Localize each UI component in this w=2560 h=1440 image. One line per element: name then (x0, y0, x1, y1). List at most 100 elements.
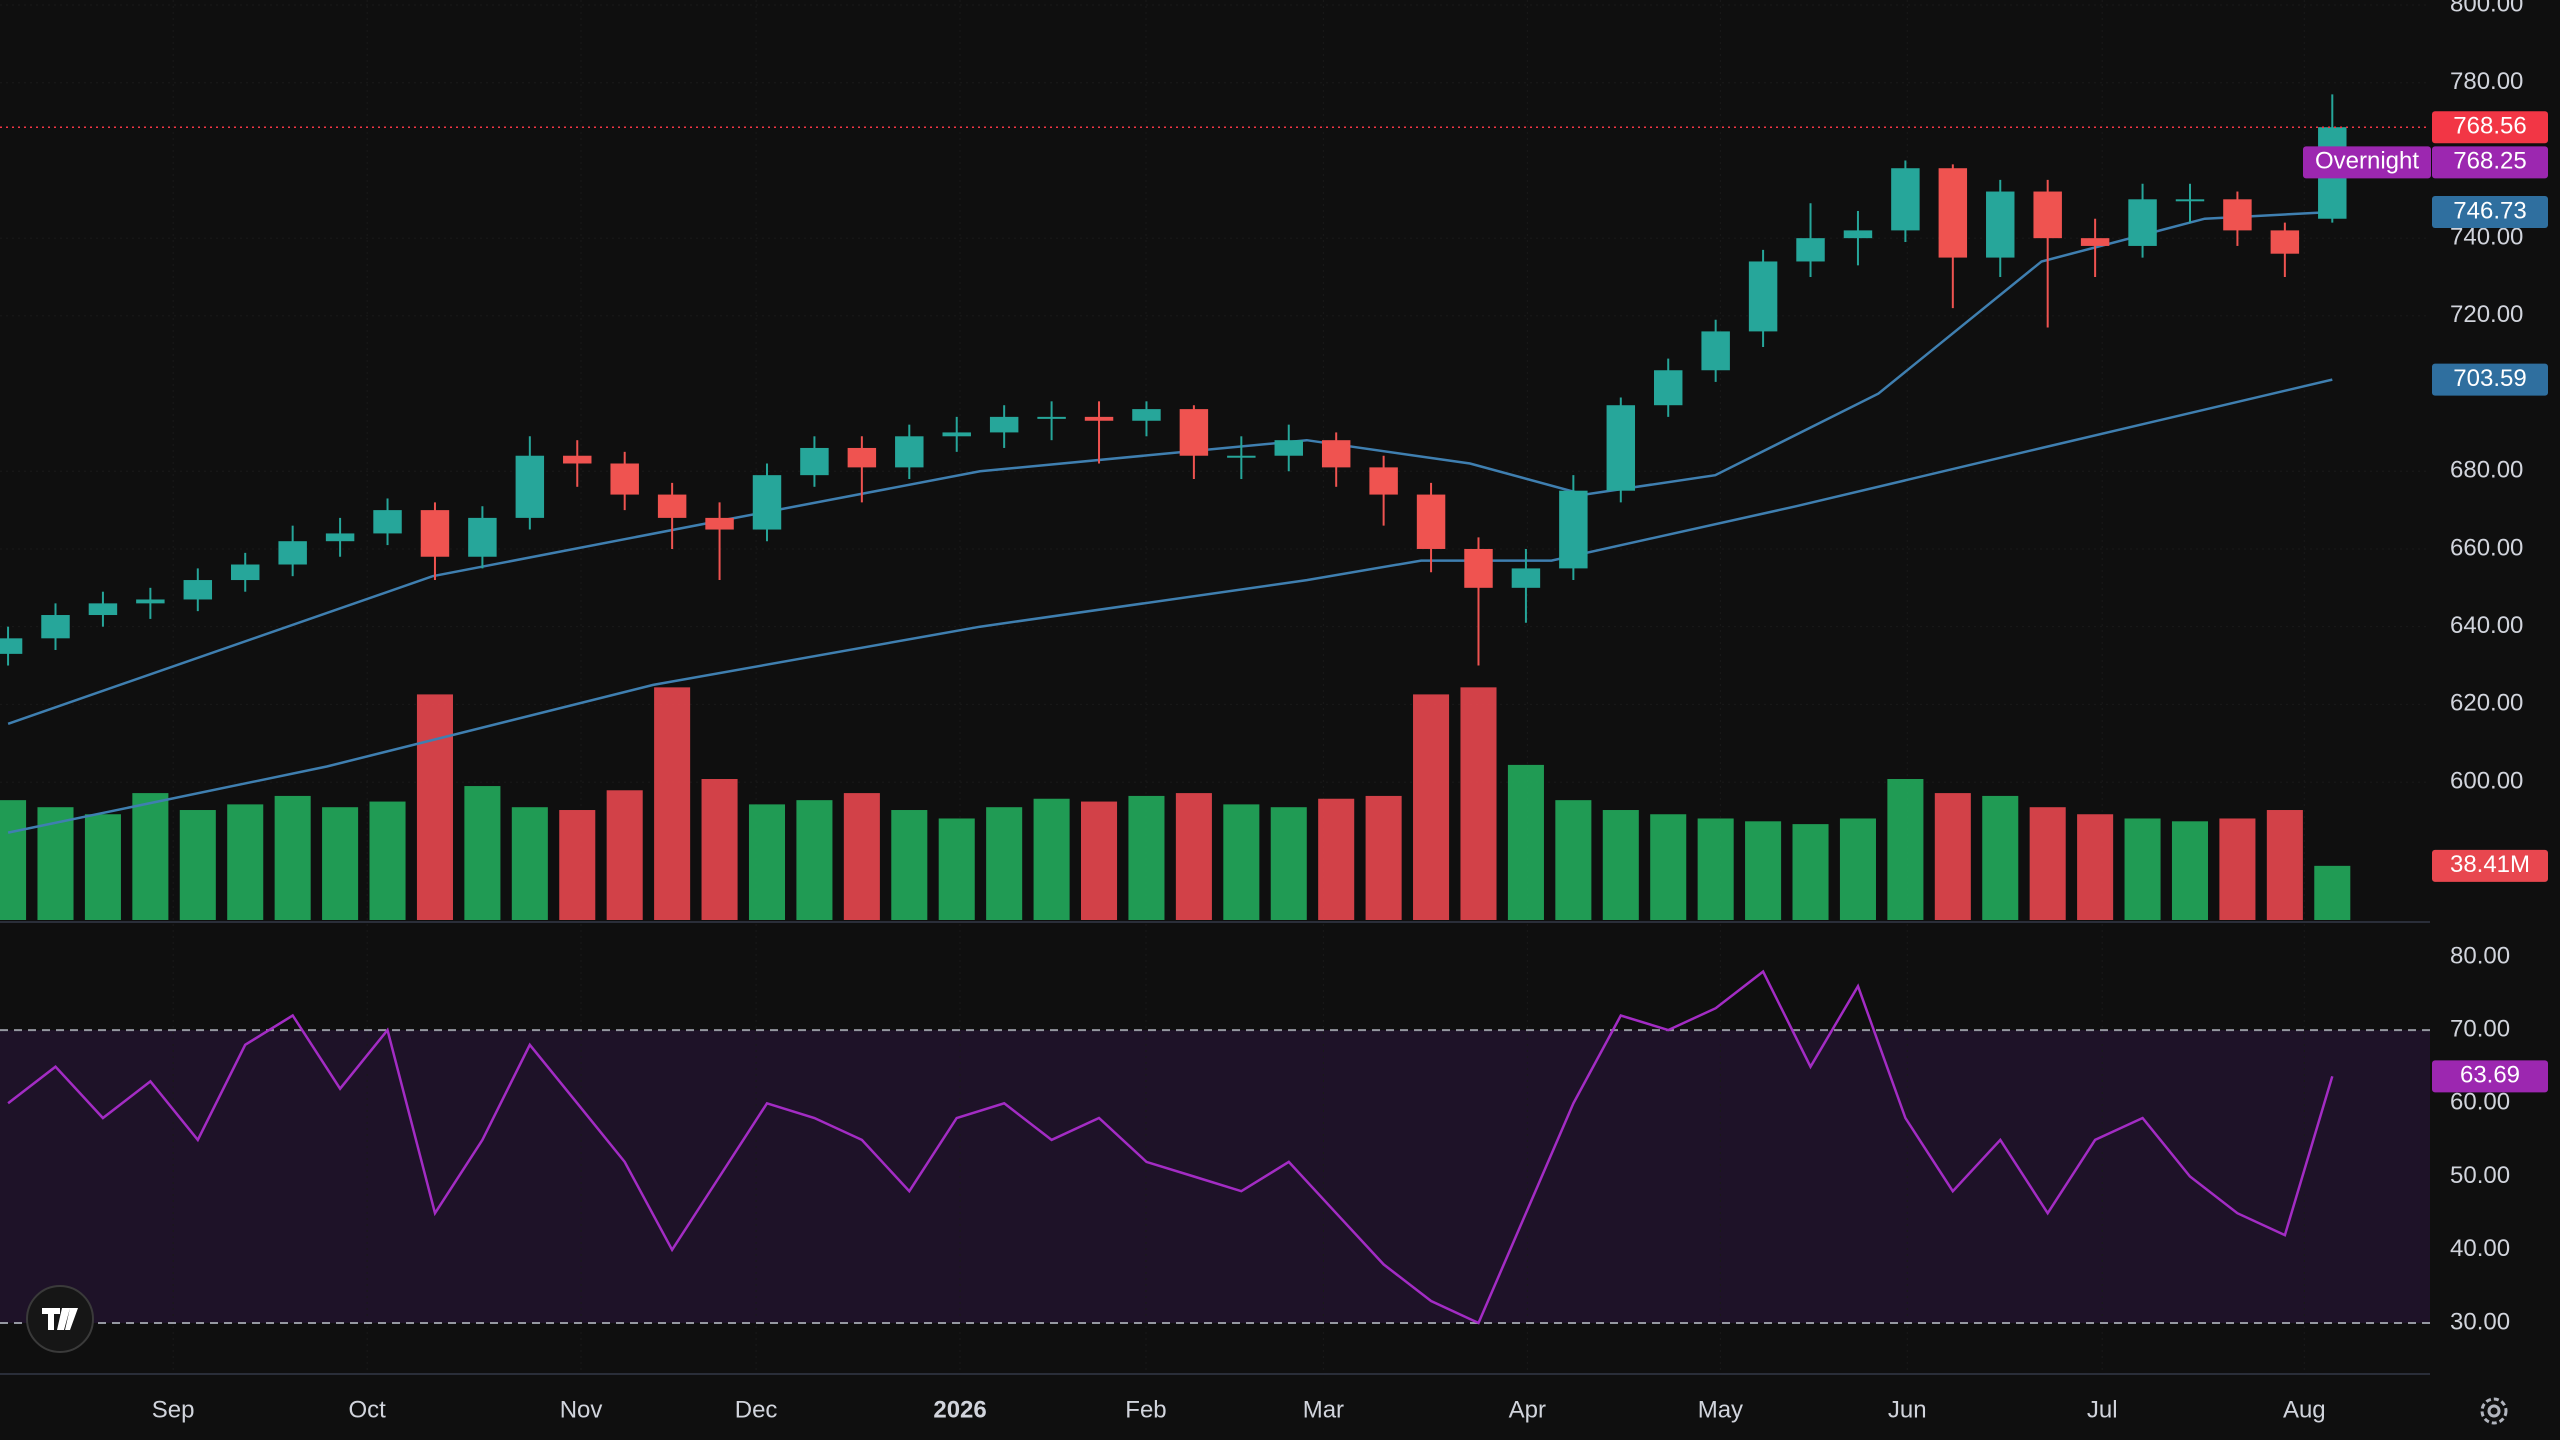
candle-body (1843, 230, 1873, 239)
gear-inner (2487, 1404, 2501, 1418)
volume-bar (748, 804, 786, 920)
volume-bar (1223, 804, 1260, 920)
candle-body (752, 475, 782, 530)
candle-body (847, 447, 877, 468)
gear-outer[interactable] (2480, 1397, 2508, 1425)
volume-bar (1745, 821, 1782, 920)
volume-bar (1982, 795, 2019, 920)
volume-bar (2077, 814, 2114, 920)
candle-body (0, 638, 23, 654)
volume-bar (2029, 807, 2066, 920)
last-price-text: 768.56 (2453, 113, 2526, 140)
candle-body (468, 517, 497, 557)
volume-bar (1697, 818, 1734, 920)
candle-body (1511, 568, 1541, 588)
candle-body (278, 541, 307, 565)
volume-bar (1175, 793, 1212, 920)
candle-body (657, 494, 687, 518)
candle-body (1796, 238, 1825, 262)
settings-icon[interactable] (2480, 1397, 2508, 1425)
candle-body (230, 564, 260, 581)
candle-body (1464, 548, 1493, 588)
volume-bar (1128, 795, 1165, 920)
volume-bar (1555, 800, 1592, 920)
moving-average-value-box (2432, 196, 2548, 229)
x-tick-label: Feb (1125, 1396, 1166, 1423)
volume-bar (2266, 810, 2303, 920)
rsi-tick-label: 70.00 (2450, 1015, 2510, 1042)
x-tick-label: Oct (348, 1396, 386, 1423)
candle-body (1701, 331, 1730, 371)
x-tick-label: Apr (1509, 1396, 1546, 1423)
candle-body (1416, 494, 1446, 549)
volume-bar (938, 818, 975, 920)
volume-bar (986, 807, 1023, 920)
candle-body (705, 517, 734, 530)
volume-bar (1887, 779, 1924, 920)
volume-bar (1934, 793, 1971, 920)
candle-body (1037, 416, 1066, 419)
volume-bar (1413, 694, 1450, 920)
x-tick-label: Jul (2087, 1396, 2118, 1423)
candle-body (88, 603, 118, 616)
candle-body (325, 533, 355, 542)
candle-body (41, 615, 70, 639)
volume-bar (369, 801, 406, 920)
candle-body (1653, 370, 1683, 406)
rsi-tick-label: 30.00 (2450, 1308, 2510, 1335)
y-tick-label: 620.00 (2450, 690, 2523, 717)
candle-body (2080, 238, 2110, 246)
candle-body (515, 455, 545, 518)
y-tick-label: 640.00 (2450, 612, 2523, 639)
candle-body (2175, 199, 2205, 202)
volume-bar (1839, 818, 1876, 920)
volume-bar (2219, 818, 2256, 920)
candle-body (895, 436, 924, 468)
overnight-label-text: Overnight (2315, 148, 2419, 175)
y-tick-label: 660.00 (2450, 534, 2523, 561)
candle-body (1274, 440, 1303, 456)
volume-bar (1270, 807, 1307, 920)
rsi-value-text: 63.69 (2460, 1062, 2520, 1089)
candle-body (1132, 409, 1161, 421)
moving-average-line (7, 210, 2333, 725)
rsi-tick-label: 40.00 (2450, 1235, 2510, 1262)
x-tick-label: May (1698, 1396, 1743, 1423)
rsi-tick-label: 60.00 (2450, 1089, 2510, 1116)
volume-bar (1033, 798, 1070, 920)
moving-average-value-box (2432, 363, 2548, 396)
y-tick-label: 780.00 (2450, 68, 2523, 95)
candle-body (420, 510, 450, 557)
rsi-tick-label: 50.00 (2450, 1162, 2510, 1189)
candle-body (373, 510, 402, 534)
rsi-value-box (2432, 1060, 2548, 1093)
candle-body (2270, 230, 2300, 254)
volume-bar (843, 793, 880, 920)
volume-bar (701, 779, 738, 920)
candle-body (1227, 455, 1256, 458)
candle-body (800, 447, 829, 476)
candle-body (2128, 199, 2157, 246)
candle-body (1084, 416, 1114, 421)
candle-body (1891, 168, 1920, 231)
volume-bar (1602, 810, 1639, 920)
logo-mark (42, 1308, 78, 1330)
candle-body (136, 599, 165, 604)
x-tick-label: Sep (152, 1396, 195, 1423)
logo[interactable] (26, 1285, 94, 1353)
volume-bar (2171, 821, 2209, 920)
volume-bar (511, 807, 548, 920)
candle-body (1369, 467, 1398, 495)
volume-bar (227, 804, 264, 920)
x-tick-label: Dec (735, 1396, 778, 1423)
volume-bar (1650, 814, 1687, 920)
overnight-price-box (2432, 146, 2548, 179)
overnight-label-box (2303, 146, 2431, 179)
volume-bar (2314, 865, 2351, 920)
volume-bar (84, 814, 121, 920)
volume-bar (1792, 824, 1829, 920)
